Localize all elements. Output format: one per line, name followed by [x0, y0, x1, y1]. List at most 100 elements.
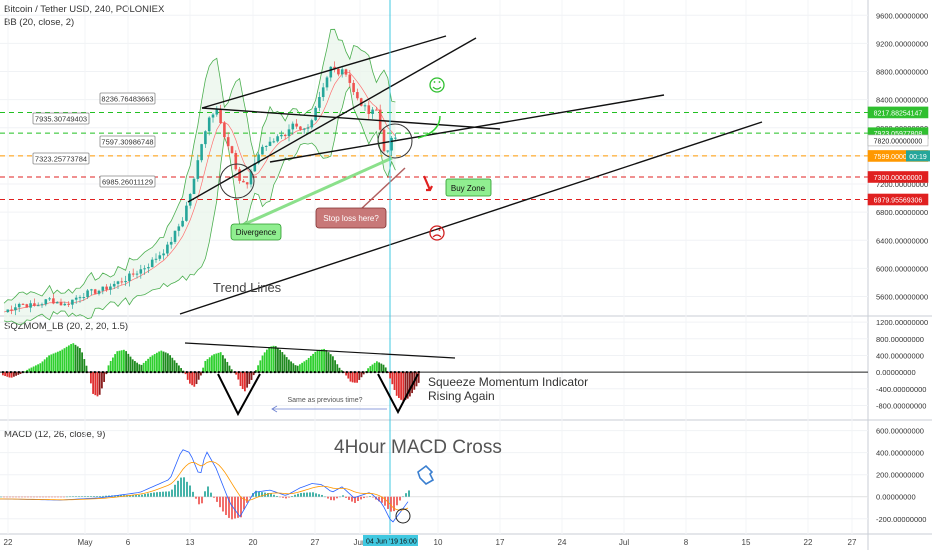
- squeeze-bar: [281, 352, 284, 373]
- squeeze-bar: [296, 365, 299, 373]
- squeeze-bar: [30, 367, 33, 373]
- squeeze-dot: [182, 371, 184, 374]
- squeeze-bar: [233, 372, 235, 373]
- squeeze-bar: [356, 372, 358, 383]
- macd-histogram-bar: [207, 486, 209, 497]
- macd-histogram-bar: [156, 492, 158, 497]
- macd-histogram-bar: [255, 490, 257, 497]
- candle-body: [185, 205, 188, 221]
- squeeze-dot: [334, 371, 336, 374]
- macd-histogram-bar: [318, 494, 320, 497]
- squeeze-bar: [321, 349, 323, 373]
- macd-histogram-bar: [345, 496, 347, 498]
- macd-histogram-bar: [237, 496, 239, 518]
- squeeze-dot: [258, 371, 260, 374]
- macd-histogram-bar: [66, 496, 68, 498]
- macd-histogram-bar: [39, 496, 41, 498]
- stop-loss-box: [315, 207, 387, 229]
- divergence-circle: [219, 163, 255, 199]
- sad-face-icon: [433, 229, 436, 231]
- squeeze-bar: [327, 352, 330, 373]
- squeeze-bar: [351, 372, 354, 383]
- squeeze-bar: [94, 372, 97, 396]
- squeeze-dot: [342, 371, 344, 374]
- candle-body: [253, 163, 257, 172]
- y-tick-label: 6800.00000000: [876, 208, 928, 217]
- squeeze-dot: [414, 371, 416, 374]
- squeeze-bar: [32, 366, 35, 373]
- candle-body: [109, 286, 112, 290]
- candle-body: [295, 123, 298, 127]
- squeeze-bar: [219, 352, 222, 373]
- squeeze-bar: [13, 372, 15, 377]
- bb-indicator-label[interactable]: BB (20, close, 2): [4, 17, 75, 28]
- squeeze-bar: [217, 352, 220, 373]
- y-tick-label: 400.00000000: [876, 449, 924, 458]
- squeeze-dot: [298, 371, 300, 374]
- squeeze-dot: [350, 371, 352, 374]
- squeeze-bar: [369, 366, 372, 373]
- squeeze-bar: [248, 372, 251, 384]
- squeeze-bar: [8, 372, 11, 378]
- squeeze-bar: [376, 361, 378, 373]
- macd-histogram-bar: [3, 496, 5, 498]
- squeeze-dot: [62, 371, 64, 374]
- macd-histogram-bar: [360, 496, 362, 500]
- candle-body: [188, 194, 192, 206]
- candle-body: [261, 146, 264, 155]
- macd-histogram-bar: [51, 496, 53, 498]
- squeeze-dot: [98, 371, 100, 374]
- macd: 4Hour MACD Cross -200.00000000 0.00000000 2…: [0, 427, 926, 524]
- macd-histogram-bar: [63, 496, 65, 498]
- squeeze-dot: [154, 371, 156, 374]
- macd-histogram-bar: [135, 494, 137, 497]
- squeeze-bar: [151, 355, 154, 373]
- squeeze-bar: [171, 357, 174, 373]
- squeeze-bar: [345, 372, 347, 376]
- squeeze-bar: [85, 365, 88, 373]
- candle-body: [90, 289, 93, 291]
- candle-body: [177, 226, 181, 231]
- date-stamp: 04 Jun '19 16:00: [363, 535, 418, 546]
- squeeze-dot: [338, 371, 340, 374]
- macd-histogram-bar: [186, 481, 188, 497]
- squeeze-bar: [266, 349, 268, 373]
- squeeze-dot: [226, 371, 228, 374]
- macd-indicator-label[interactable]: MACD (12, 26, close, 9): [4, 429, 106, 440]
- candle-body: [55, 302, 59, 304]
- squeeze-bar: [316, 350, 319, 373]
- squeeze-bar: [332, 356, 334, 373]
- squeeze-bar: [92, 372, 94, 394]
- squeeze-bar: [237, 372, 240, 380]
- candle-body: [135, 273, 139, 275]
- squeeze-dot: [46, 371, 48, 374]
- squeeze-bar: [96, 372, 99, 397]
- sqz-indicator-label[interactable]: SQZMOM_LB (20, 2, 20, 1.5): [4, 321, 129, 332]
- squeeze-bar: [131, 359, 134, 373]
- squeeze-dot: [14, 371, 16, 374]
- candle-body: [71, 299, 74, 305]
- squeeze-dot: [50, 371, 52, 374]
- macd-histogram-bar: [72, 496, 74, 497]
- candle-body: [52, 298, 55, 304]
- squeeze-bar: [134, 361, 136, 373]
- macd-histogram-bar: [303, 492, 305, 497]
- macd-histogram-bar: [339, 496, 341, 498]
- candle-body: [181, 220, 184, 227]
- macd-histogram-bar: [18, 496, 20, 498]
- macd-histogram-bar: [153, 492, 155, 497]
- squeeze-bar: [6, 372, 9, 377]
- macd-histogram-bar: [129, 495, 131, 497]
- candle-body: [234, 153, 238, 170]
- squeeze-bar: [294, 365, 297, 373]
- macd-histogram-bar: [270, 493, 272, 497]
- squeeze-bar: [411, 372, 413, 394]
- squeeze-dot: [150, 371, 152, 374]
- macd-histogram-bar: [204, 491, 206, 497]
- squeeze-dot: [126, 371, 128, 374]
- squeeze-bar: [120, 350, 123, 373]
- x-tick-label: 22: [804, 538, 813, 547]
- candle-body: [344, 69, 348, 75]
- squeeze-bar: [28, 368, 31, 373]
